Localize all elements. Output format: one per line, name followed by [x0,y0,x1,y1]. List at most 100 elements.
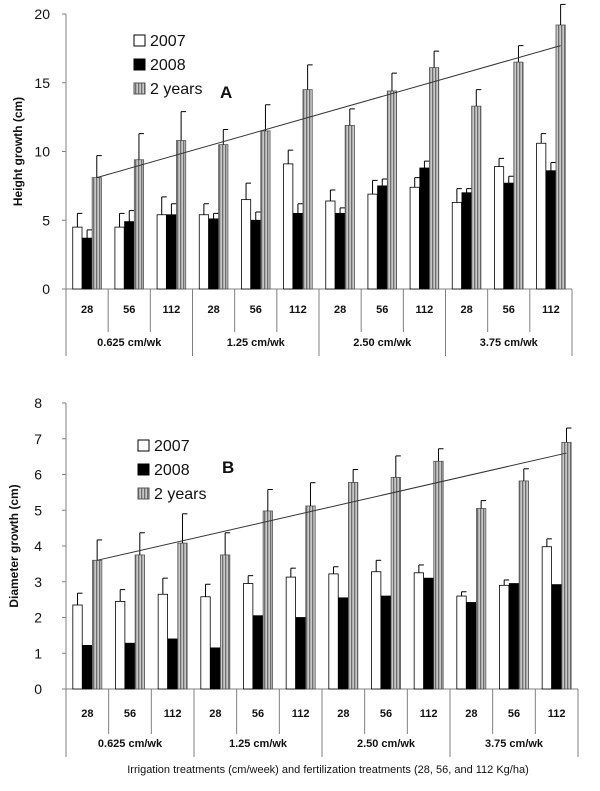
x-group-label: 0.625 cm/wk [97,337,162,349]
bar-2007-28 [451,201,462,290]
bar-2007-56 [499,584,510,690]
bar-2007-112 [156,214,167,290]
legend-label: 2007 [150,33,186,50]
bar-2007-28 [198,214,209,290]
y-tick-label: 0 [34,681,42,697]
y-tick-label: 8 [34,395,42,411]
panel-letter: A [220,83,232,102]
panel-letter: B [222,458,234,477]
x-category-label: 112 [548,708,566,720]
bar-2008-56 [380,595,392,690]
y-tick-label: 7 [34,431,42,447]
x-group-label: 1.25 cm/wk [227,337,286,349]
y-tick-label: 15 [34,75,50,91]
bar-2007-28 [72,226,83,290]
x-category-label: 56 [380,708,392,720]
bar-2008-28 [338,597,349,690]
bar-2008-112 [166,214,177,290]
bar-2008-28 [466,602,477,690]
y-tick-label: 5 [34,502,42,518]
bar-2008-28 [210,647,221,690]
bar-2007-112 [536,142,547,290]
bar-2008-56 [508,583,520,690]
x-category-label: 28 [209,708,221,720]
trend-line [96,45,561,179]
bar-2008-112 [295,617,306,690]
x-category-label: 112 [292,708,310,720]
legend-label: 2008 [150,57,186,74]
bar-2-years-112 [302,89,313,290]
x-category-label: 28 [81,708,93,720]
legend-label: 2007 [154,438,190,455]
bar-2-years-112 [305,505,316,690]
bar-2008-28 [208,218,219,290]
bar-2007-112 [541,546,552,690]
x-axis-title: Irrigation treatments (cm/week) and fert… [127,764,529,776]
y-tick-label: 5 [42,212,50,228]
bar-2008-56 [250,219,261,290]
x-category-label: 28 [334,304,346,316]
legend-label: 2008 [154,462,190,479]
bar-2007-112 [413,572,424,690]
bar-2007-56 [115,601,126,690]
legend-label: 2 years [154,486,206,503]
x-category-label: 28 [465,708,477,720]
bar-2-years-56 [513,61,524,290]
y-tick-label: 1 [34,645,42,661]
bar-2007-28 [328,573,339,690]
bar-2007-112 [409,186,420,290]
bar-2007-28 [72,604,83,690]
trend-line [97,452,567,561]
bar-2007-28 [456,595,467,690]
bar-2008-56 [503,182,514,290]
bar-2-years-56 [260,130,271,290]
bar-2-years-28 [92,559,103,690]
bar-2008-28 [82,644,93,690]
bar-2007-28 [325,200,336,290]
y-tick-label: 4 [34,538,42,554]
legend-swatch-2008 [133,58,146,71]
bar-2-years-28 [220,554,231,690]
y-tick-label: 2 [34,610,42,626]
bar-2-years-112 [177,542,188,690]
bar-2-years-56 [262,510,273,690]
x-category-label: 112 [420,708,438,720]
legend-swatch-2007 [133,34,146,47]
bar-2008-112 [545,170,556,290]
y-tick-label: 0 [42,281,50,297]
legend-swatch-2008 [137,463,150,476]
bar-2-years-112 [561,441,572,690]
bar-2007-56 [371,571,382,690]
x-category-label: 112 [542,304,560,316]
x-group-label: 2.50 cm/wk [353,337,412,349]
x-category-label: 28 [460,304,472,316]
bar-2008-56 [124,642,136,690]
bar-2008-56 [377,185,388,290]
x-group-label: 3.75 cm/wk [480,337,539,349]
bar-2-years-112 [429,67,440,290]
x-category-label: 112 [163,304,181,316]
x-category-label: 56 [503,304,515,316]
bar-2008-56 [124,221,135,290]
bar-2-years-28 [471,105,482,290]
x-group-label: 3.75 cm/wk [485,738,544,750]
x-category-label: 56 [508,708,520,720]
bar-2-years-28 [218,144,229,290]
bar-2007-56 [243,583,254,690]
y-tick-label: 6 [34,467,42,483]
bar-2-years-56 [134,554,145,690]
y-tick-label: 10 [34,144,50,160]
bar-2008-112 [423,577,434,690]
bar-2-years-56 [386,90,397,290]
x-category-label: 28 [207,304,219,316]
x-category-label: 56 [250,304,262,316]
bar-2-years-28 [344,124,355,290]
bar-2007-112 [285,576,296,690]
x-category-label: 56 [376,304,388,316]
bar-2-years-28 [91,177,102,290]
bar-2-years-112 [433,460,444,690]
bar-2008-112 [167,638,178,690]
bar-2-years-112 [176,140,187,290]
